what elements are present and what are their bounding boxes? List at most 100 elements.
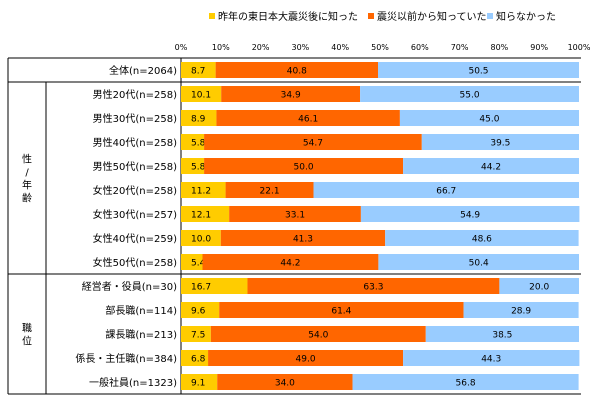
bar-segment: [313, 182, 579, 198]
data-label: 20.0: [529, 283, 549, 293]
data-label: 55.0: [460, 91, 480, 101]
data-label: 50.5: [468, 67, 488, 77]
data-label: 8.9: [191, 115, 206, 125]
bar-segment: [181, 326, 211, 342]
bar-segment: [217, 374, 353, 390]
data-label: 44.2: [481, 163, 501, 173]
data-label: 39.5: [490, 139, 510, 149]
data-label: 34.9: [281, 91, 301, 101]
bar-segment: [360, 86, 579, 102]
bar-segment: [215, 62, 379, 78]
legend-swatch-2: [487, 13, 493, 19]
bar-segment: [219, 302, 464, 318]
data-label: 50.0: [294, 163, 314, 173]
data-label: 40.8: [287, 67, 307, 77]
x-tick-label: 90%: [530, 43, 548, 52]
data-label: 34.0: [275, 379, 295, 389]
bar-segment: [181, 134, 205, 150]
bar-segment: [181, 110, 217, 126]
data-label: 54.7: [303, 139, 323, 149]
legend-label-1: 震災以前から知っていた: [377, 10, 487, 23]
data-label: 38.5: [492, 331, 512, 341]
bar-segment: [220, 230, 386, 246]
data-label: 28.9: [511, 307, 531, 317]
bar-segment: [463, 302, 579, 318]
data-label: 22.1: [260, 187, 280, 197]
data-label: 5.8: [191, 163, 206, 173]
bar-segment: [499, 278, 579, 294]
category-label: 課長職(n=213): [105, 328, 177, 341]
category-label: 男性30代(n=258): [93, 112, 177, 125]
data-label: 5.8: [191, 139, 206, 149]
category-label: 男性40代(n=258): [93, 136, 177, 149]
category-label: 経営者・役員(n=30): [82, 280, 177, 293]
x-tick-label: 0%: [175, 43, 188, 52]
bar-segment: [181, 302, 220, 318]
bar-segment: [210, 326, 426, 342]
category-label: 全体(n=2064): [109, 64, 177, 77]
bar-segment: [352, 374, 579, 390]
legend-label-0: 昨年の東日本大震災後に知った: [218, 10, 358, 23]
bar-segment: [202, 254, 379, 270]
bar-segment: [204, 134, 422, 150]
bar-segment: [181, 62, 216, 78]
data-label: 9.1: [191, 379, 205, 389]
group-label-char: 職: [22, 323, 32, 335]
data-label: 7.5: [191, 331, 205, 341]
bar-segment: [221, 86, 361, 102]
bar-segment: [229, 206, 361, 222]
bar-segment: [425, 326, 579, 342]
data-label: 54.0: [308, 331, 328, 341]
data-label: 41.3: [293, 235, 313, 245]
data-label: 11.2: [191, 187, 211, 197]
data-label: 33.1: [285, 211, 305, 221]
group-label-char: /: [25, 168, 29, 179]
bar-segment: [208, 350, 404, 366]
bar-segment: [421, 134, 579, 150]
category-label: 係長・主任職(n=384): [75, 352, 177, 365]
data-label: 8.7: [191, 67, 205, 77]
data-label: 50.4: [469, 259, 489, 269]
bar-segment: [247, 278, 500, 294]
bar-segment: [385, 230, 579, 246]
legend-swatch-1: [368, 13, 374, 19]
bar-segment: [181, 182, 226, 198]
data-label: 61.4: [331, 307, 351, 317]
category-label: 男性50代(n=258): [93, 160, 177, 173]
group-label-char: 年: [22, 179, 32, 192]
data-label: 56.8: [456, 379, 476, 389]
data-label: 54.9: [460, 211, 480, 221]
data-label: 44.3: [481, 355, 501, 365]
bar-segment: [181, 86, 222, 102]
category-label: 女性30代(n=257): [93, 208, 177, 221]
x-tick-label: 80%: [491, 43, 509, 52]
data-label: 5.4: [191, 259, 206, 269]
x-tick-label: 50%: [371, 43, 389, 52]
bar-segment: [181, 158, 205, 174]
legend: 昨年の東日本大震災後に知った 震災以前から知っていた 知らなかった: [209, 10, 556, 23]
bar-segment: [204, 158, 404, 174]
bar-segment: [403, 158, 579, 174]
legend-label-2: 知らなかった: [496, 10, 556, 23]
bars: 8.7 40.8 50.5 10.1 34.9 55.0 8.9 46.1 45.0 5.8 54.…: [181, 62, 580, 390]
category-label: 女性20代(n=258): [93, 184, 177, 197]
group-label-char: 性: [22, 153, 32, 166]
data-label: 6.8: [191, 355, 206, 365]
data-label: 46.1: [298, 115, 318, 125]
group-label-char: 齢: [22, 192, 32, 205]
category-label: 女性50代(n=258): [93, 256, 177, 269]
group-label-char: 位: [22, 335, 32, 348]
x-tick-label: 70%: [451, 43, 469, 52]
category-label: 部長職(n=114): [105, 304, 177, 317]
data-label: 49.0: [296, 355, 316, 365]
data-label: 9.6: [191, 307, 206, 317]
bar-segment: [181, 350, 209, 366]
x-tick-label: 40%: [331, 43, 349, 52]
bar-segment: [225, 182, 314, 198]
plot-frame: [7, 57, 581, 395]
category-label: 一般社員(n=1323): [89, 376, 177, 389]
category-labels: 全体(n=2064) 男性20代(n=258) 男性30代(n=258) 男性40代(…: [75, 64, 177, 389]
legend-swatch-0: [209, 13, 215, 19]
data-label: 48.6: [472, 235, 492, 245]
